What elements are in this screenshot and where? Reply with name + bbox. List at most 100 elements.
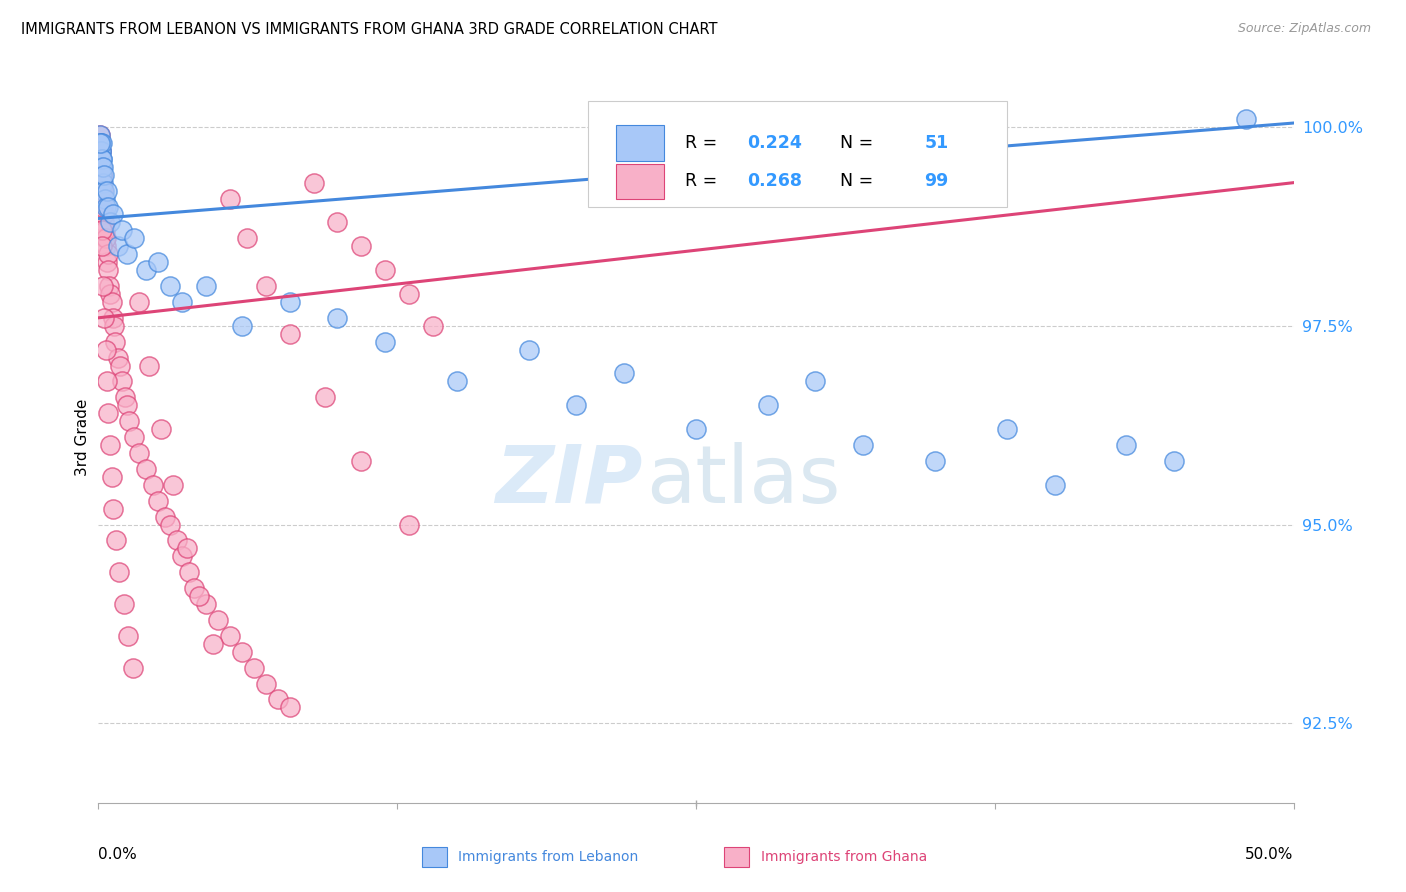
Point	[96, 247, 118, 261]
Point	[398, 517, 420, 532]
FancyBboxPatch shape	[616, 163, 664, 199]
Text: 51: 51	[924, 134, 949, 152]
Point	[107, 351, 129, 365]
Point	[94, 343, 117, 357]
Point	[115, 247, 138, 261]
Point	[398, 287, 420, 301]
Point	[90, 136, 112, 150]
Point	[446, 375, 468, 389]
Point	[149, 422, 172, 436]
Point	[90, 160, 112, 174]
Point	[89, 136, 111, 150]
Point	[138, 359, 160, 373]
Point	[350, 454, 373, 468]
Text: IMMIGRANTS FROM LEBANON VS IMMIGRANTS FROM GHANA 3RD GRADE CORRELATION CHART: IMMIGRANTS FROM LEBANON VS IMMIGRANTS FR…	[21, 22, 717, 37]
Point	[1115, 438, 1137, 452]
Point	[91, 200, 114, 214]
Point	[90, 144, 112, 158]
Text: Immigrants from Ghana: Immigrants from Ghana	[761, 850, 927, 864]
Point	[103, 318, 125, 333]
Point	[179, 566, 201, 580]
Point	[219, 192, 242, 206]
Point	[90, 152, 112, 166]
Point	[90, 152, 112, 166]
Point	[852, 438, 875, 452]
Point	[97, 200, 120, 214]
Point	[89, 128, 111, 142]
Text: 50.0%: 50.0%	[1246, 847, 1294, 862]
Text: 0.0%: 0.0%	[98, 847, 138, 862]
Point	[231, 645, 253, 659]
Point	[1234, 112, 1257, 126]
Point	[122, 660, 145, 674]
Point	[278, 294, 301, 309]
Point	[804, 375, 827, 389]
Point	[93, 184, 115, 198]
Point	[135, 263, 157, 277]
Point	[98, 215, 122, 229]
Point	[94, 200, 117, 214]
Point	[155, 509, 177, 524]
Point	[183, 581, 205, 595]
Point	[422, 318, 444, 333]
Point	[100, 294, 122, 309]
Point	[91, 200, 114, 214]
Point	[94, 192, 117, 206]
Point	[98, 279, 121, 293]
Point	[995, 422, 1018, 436]
Point	[89, 152, 111, 166]
Point	[90, 160, 112, 174]
Point	[93, 231, 115, 245]
Point	[91, 184, 114, 198]
Point	[195, 597, 218, 611]
Point	[96, 375, 118, 389]
Text: atlas: atlas	[645, 442, 841, 520]
Point	[94, 231, 117, 245]
Point	[114, 390, 136, 404]
Point	[91, 192, 114, 206]
Point	[685, 422, 707, 436]
Text: 0.224: 0.224	[748, 134, 803, 152]
Point	[231, 318, 253, 333]
Point	[103, 501, 125, 516]
Point	[89, 136, 111, 150]
Point	[202, 637, 225, 651]
Point	[326, 215, 349, 229]
Point	[111, 223, 134, 237]
Point	[90, 184, 112, 198]
Point	[101, 310, 124, 325]
Point	[91, 176, 114, 190]
Point	[117, 629, 139, 643]
Point	[565, 398, 588, 412]
FancyBboxPatch shape	[616, 126, 664, 161]
Point	[93, 207, 115, 221]
Point	[100, 470, 122, 484]
Point	[278, 326, 301, 341]
Text: Immigrants from Lebanon: Immigrants from Lebanon	[458, 850, 638, 864]
Point	[166, 533, 188, 548]
Point	[756, 398, 779, 412]
Point	[96, 255, 118, 269]
Text: R =: R =	[685, 134, 723, 152]
Point	[124, 430, 146, 444]
Point	[517, 343, 540, 357]
Point	[90, 200, 112, 214]
Point	[112, 597, 135, 611]
Point	[128, 446, 150, 460]
Point	[89, 160, 111, 174]
Point	[128, 294, 150, 309]
Point	[105, 533, 128, 548]
Point	[89, 128, 111, 142]
Point	[302, 176, 325, 190]
Point	[142, 477, 165, 491]
Point	[101, 207, 124, 221]
Point	[243, 660, 266, 674]
Point	[613, 367, 636, 381]
Point	[111, 375, 134, 389]
Point	[91, 223, 114, 237]
Point	[195, 279, 218, 293]
Text: 99: 99	[924, 172, 949, 190]
Point	[159, 517, 181, 532]
Point	[90, 168, 112, 182]
Point	[108, 359, 131, 373]
